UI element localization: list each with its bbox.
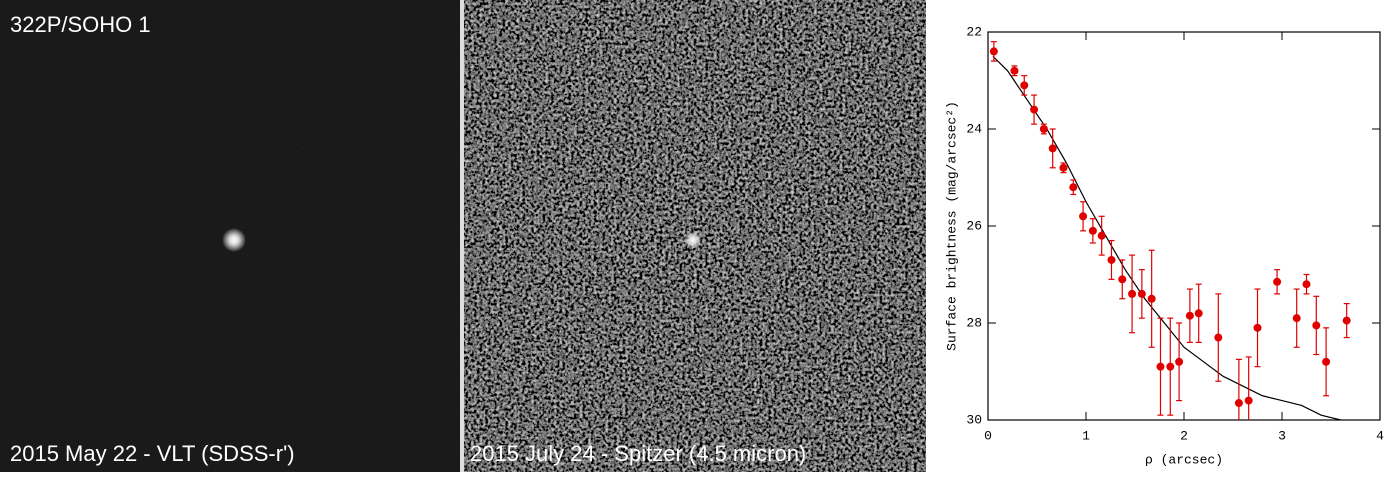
x-tick-label: 0: [984, 428, 992, 443]
data-point: [1089, 227, 1097, 235]
plot-frame: [988, 32, 1380, 420]
comet-vlt: [222, 228, 246, 252]
divider: [460, 0, 464, 472]
x-axis-label: ρ (arcsec): [1145, 452, 1223, 467]
data-point: [1059, 164, 1067, 172]
data-point: [1175, 358, 1183, 366]
data-point: [1254, 324, 1262, 332]
y-tick-label: 26: [966, 218, 982, 233]
data-point: [1138, 290, 1146, 298]
y-tick-label: 24: [966, 121, 982, 136]
data-point: [1303, 280, 1311, 288]
data-point: [1010, 67, 1018, 75]
page: 322P/SOHO 1 2015 May 22 - VLT (SDSS-r') …: [0, 0, 1400, 477]
comet-spitzer: [684, 231, 702, 249]
data-point: [990, 47, 998, 55]
image-label: 2015 July 24 - Spitzer (4.5 micron): [470, 441, 806, 466]
data-point: [1118, 275, 1126, 283]
image-label: 2015 May 22 - VLT (SDSS-r'): [10, 441, 295, 466]
data-point: [1079, 212, 1087, 220]
data-point: [1186, 312, 1194, 320]
y-tick-label: 30: [966, 412, 982, 427]
figure: 322P/SOHO 1 2015 May 22 - VLT (SDSS-r') …: [0, 0, 1400, 472]
data-point: [1235, 399, 1243, 407]
data-point: [1128, 290, 1136, 298]
data-point: [1293, 314, 1301, 322]
image-title: 322P/SOHO 1: [10, 12, 151, 37]
x-tick-label: 3: [1278, 428, 1286, 443]
data-point: [1040, 125, 1048, 133]
data-point: [1156, 363, 1164, 371]
data-point: [1312, 321, 1320, 329]
data-point: [1049, 144, 1057, 152]
data-point: [1166, 363, 1174, 371]
data-point: [1069, 183, 1077, 191]
data-point: [1214, 334, 1222, 342]
data-point: [1343, 317, 1351, 325]
x-tick-label: 2: [1180, 428, 1188, 443]
x-tick-label: 4: [1376, 428, 1384, 443]
data-point: [1030, 106, 1038, 114]
x-tick-label: 1: [1082, 428, 1090, 443]
data-point: [1020, 81, 1028, 89]
data-point: [1322, 358, 1330, 366]
data-point: [1195, 309, 1203, 317]
y-tick-label: 22: [966, 24, 982, 39]
y-axis-label: Surface brightness (mag/arcsec²): [944, 101, 959, 351]
data-point: [1098, 232, 1106, 240]
data-point: [1245, 397, 1253, 405]
data-point: [1273, 278, 1281, 286]
data-point: [1107, 256, 1115, 264]
data-point: [1148, 295, 1156, 303]
y-tick-label: 28: [966, 315, 982, 330]
